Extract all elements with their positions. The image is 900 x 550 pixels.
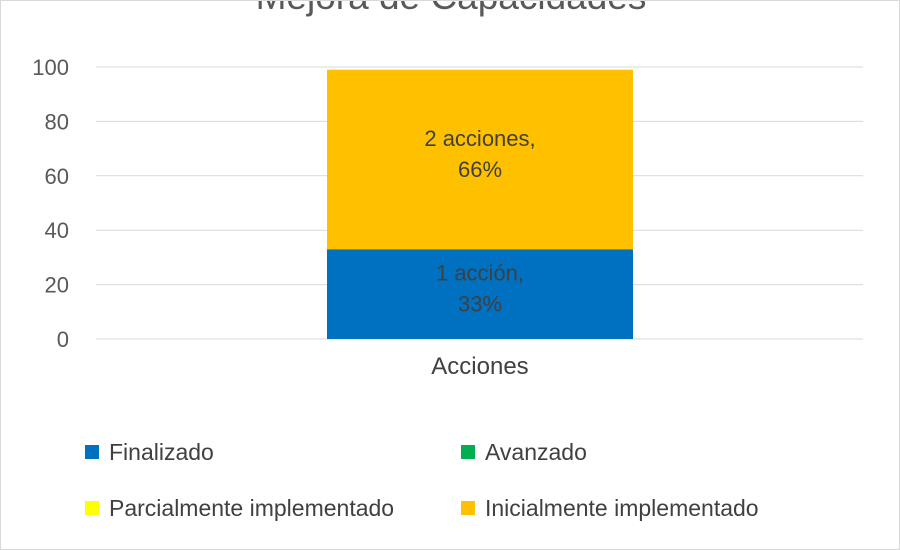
y-tick-label: 0 — [57, 327, 69, 352]
legend-label: Avanzado — [485, 439, 587, 465]
bar-data-label: 2 acciones, — [424, 126, 535, 151]
y-tick-label: 40 — [45, 218, 69, 243]
legend-label: Finalizado — [109, 439, 214, 465]
bar-segment-finalizado — [327, 249, 633, 339]
data-labels: 1 acción, 33% 2 acciones, 66% — [424, 126, 535, 317]
chart-title: Mejora de Capacidades — [256, 1, 647, 17]
x-category-label: Acciones — [431, 353, 528, 380]
legend-label: Parcialmente implementado — [109, 495, 394, 521]
legend-swatch — [85, 501, 99, 515]
y-tick-label: 100 — [32, 55, 69, 80]
legend-swatch — [85, 445, 99, 459]
legend-swatch — [461, 501, 475, 515]
bar-data-label: 1 acción, — [436, 261, 524, 286]
legend-label: Inicialmente implementado — [485, 495, 759, 521]
bar-data-label: 66% — [458, 157, 502, 182]
legend: Finalizado Avanzado Parcialmente implement… — [85, 439, 759, 521]
bar-segment-inicialmente-implementado — [327, 69, 633, 250]
y-tick-label: 60 — [45, 164, 69, 189]
axis-labels: 0 20 40 60 80 100 Acciones — [32, 55, 528, 380]
y-tick-label: 20 — [45, 273, 69, 298]
bars — [327, 69, 633, 339]
bar-data-label: 33% — [458, 292, 502, 317]
legend-swatch — [461, 445, 475, 459]
y-tick-label: 80 — [45, 109, 69, 134]
